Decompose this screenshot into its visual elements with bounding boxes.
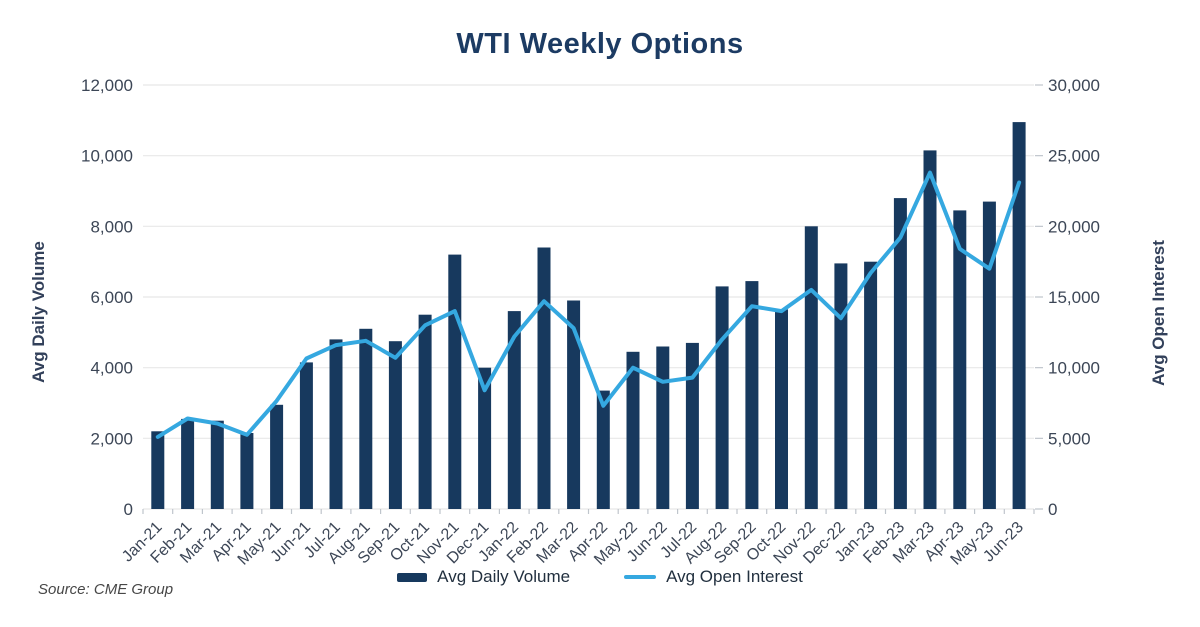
volume-bar <box>240 433 254 509</box>
volume-bar <box>478 367 492 509</box>
left-axis-tick-label: 4,000 <box>90 359 133 378</box>
right-axis-tick-label: 5,000 <box>1048 429 1091 448</box>
right-axis-title: Avg Open Interest <box>1149 240 1168 386</box>
volume-bar <box>715 286 729 509</box>
legend-label-open-interest: Avg Open Interest <box>666 567 803 586</box>
volume-bar <box>1012 122 1026 509</box>
right-axis-tick-label: 25,000 <box>1048 147 1100 166</box>
left-axis-tick-label: 10,000 <box>81 147 133 166</box>
volume-bar <box>567 300 581 509</box>
volume-bar <box>834 263 848 509</box>
chart-title: WTI Weekly Options <box>456 28 744 60</box>
volume-bar <box>210 420 224 509</box>
volume-bar <box>864 261 878 509</box>
volume-bar <box>507 311 521 509</box>
volume-bar <box>596 390 610 509</box>
left-axis-tick-label: 12,000 <box>81 76 133 95</box>
volume-bar <box>656 346 670 509</box>
right-axis-tick-label: 10,000 <box>1048 359 1100 378</box>
right-axis-tick-label: 30,000 <box>1048 76 1100 95</box>
volume-bar <box>181 418 195 509</box>
volume-bar <box>388 341 402 509</box>
left-axis-tick-label: 2,000 <box>90 429 133 448</box>
volume-bar <box>982 201 996 509</box>
volume-bar <box>923 150 937 509</box>
right-axis-tick-label: 0 <box>1048 500 1057 519</box>
volume-bar <box>775 309 788 509</box>
right-axis-tick-label: 15,000 <box>1048 288 1100 307</box>
volume-bar <box>270 404 284 509</box>
legend-item-volume: Avg Daily Volume <box>397 567 570 587</box>
left-axis-title: Avg Daily Volume <box>29 241 48 383</box>
volume-bar <box>537 247 551 509</box>
volume-bar <box>151 431 165 509</box>
legend: Avg Daily Volume Avg Open Interest <box>0 567 1200 587</box>
volume-bar <box>448 254 462 509</box>
right-axis-tick-label: 20,000 <box>1048 217 1100 236</box>
open-interest-line-swatch-icon <box>624 575 657 579</box>
volume-bar <box>685 342 699 509</box>
volume-bar <box>359 328 373 509</box>
volume-bar <box>745 281 759 509</box>
legend-label-volume: Avg Daily Volume <box>437 567 571 586</box>
volume-bar <box>626 351 640 509</box>
volume-bar <box>329 339 343 509</box>
source-note: Source: CME Group <box>38 581 174 598</box>
legend-item-open-interest: Avg Open Interest <box>624 567 803 587</box>
left-axis-tick-label: 8,000 <box>90 217 133 236</box>
volume-bar <box>804 226 818 510</box>
volume-bar <box>953 210 967 509</box>
open-interest-line <box>155 170 1022 439</box>
volume-bar <box>299 362 313 509</box>
left-axis-tick-label: 6,000 <box>90 288 133 307</box>
left-axis-tick-label: 0 <box>124 500 133 519</box>
volume-bar <box>893 198 907 509</box>
volume-bar <box>418 314 432 509</box>
volume-bar-swatch-icon <box>397 572 428 582</box>
